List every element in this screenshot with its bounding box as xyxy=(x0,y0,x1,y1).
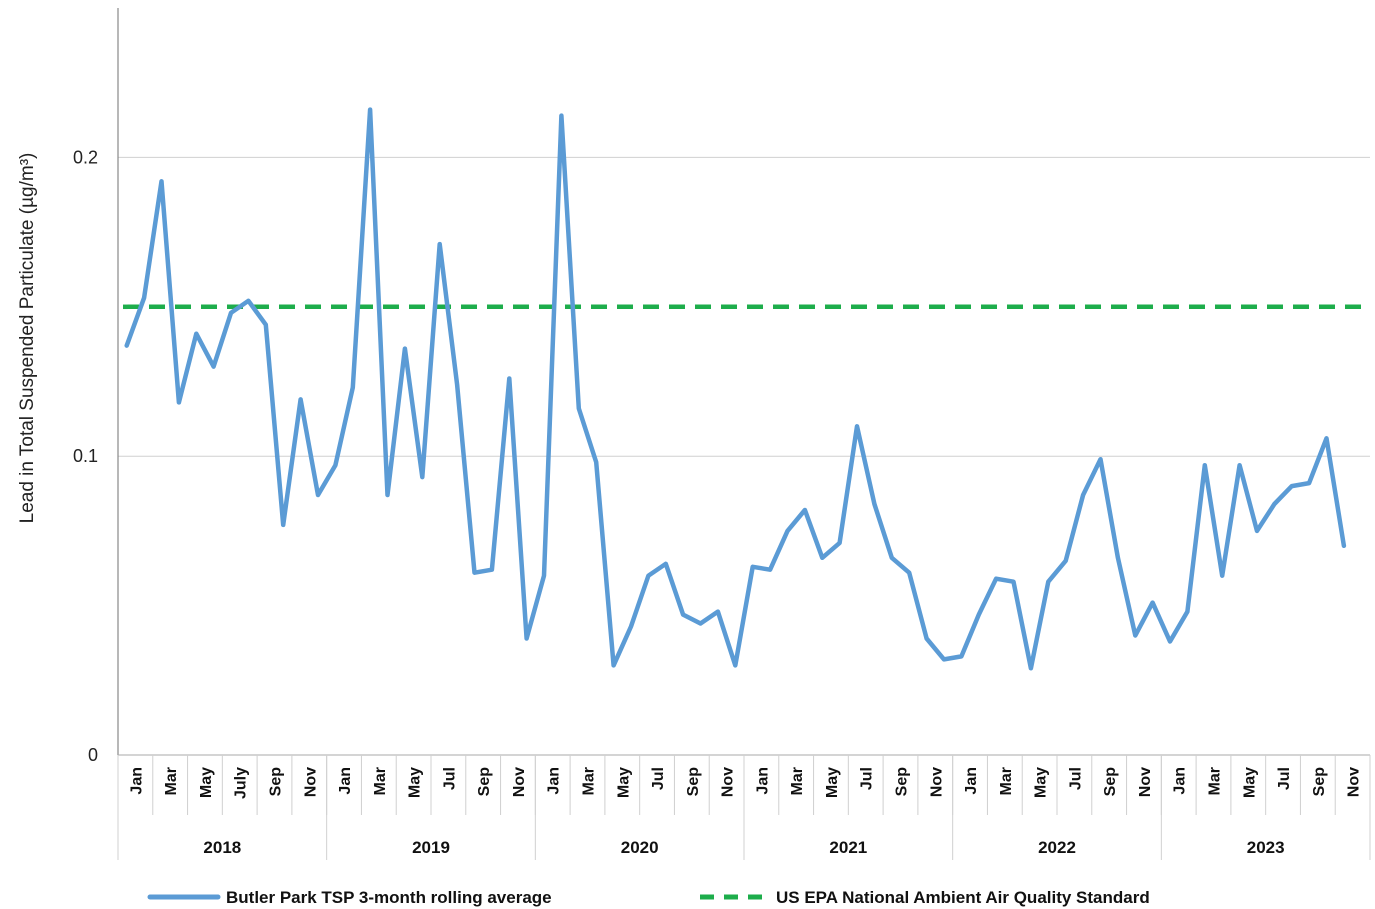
x-tick-label: Jan xyxy=(754,767,771,795)
x-tick-label: Mar xyxy=(581,767,598,795)
x-tick-label: Nov xyxy=(302,767,319,797)
x-tick-label: Nov xyxy=(511,767,528,797)
x-tick-label: Nov xyxy=(720,767,737,797)
tsp-series-line xyxy=(124,107,1347,671)
x-tick-label: May xyxy=(1033,767,1050,798)
legend-label-epa: US EPA National Ambient Air Quality Stan… xyxy=(776,888,1150,907)
x-tick-label: May xyxy=(1241,767,1258,798)
x-tick-label: Jul xyxy=(1276,767,1293,790)
x-tick-label: Jul xyxy=(650,767,667,790)
x-tick-label: Jan xyxy=(963,767,980,795)
x-tick-label: Mar xyxy=(163,767,180,795)
x-tick-labels: Jan Mar May July Sep Nov Jan Mar May Jul Sep Nov Jan… xyxy=(117,755,1363,815)
y-tick-label: 0.1 xyxy=(73,446,98,466)
x-tick-label: Jan xyxy=(337,767,354,795)
gridlines xyxy=(118,156,1370,457)
y-tick-label: 0 xyxy=(88,745,98,765)
year-label: 2023 xyxy=(1247,838,1285,857)
x-tick-label: Sep xyxy=(894,767,911,797)
x-tick-label: Sep xyxy=(268,767,285,797)
x-tick-label: Jan xyxy=(128,767,145,795)
x-tick-label: Jul xyxy=(859,767,876,790)
x-tick-label: Jan xyxy=(546,767,563,795)
x-tick-label: Nov xyxy=(928,767,945,797)
x-tick-label: Sep xyxy=(1311,767,1328,797)
x-tick-label: May xyxy=(407,767,424,798)
y-tick-labels: 0 0.1 0.2 xyxy=(73,147,98,765)
x-tick-label: July xyxy=(233,767,250,799)
year-label: 2021 xyxy=(829,838,867,857)
x-tick-label: Nov xyxy=(1137,767,1154,797)
x-tick-label: Nov xyxy=(1346,767,1363,797)
year-label: 2022 xyxy=(1038,838,1076,857)
x-tick-label: Jul xyxy=(441,767,458,790)
year-label: 2018 xyxy=(203,838,241,857)
x-tick-label: Jul xyxy=(1067,767,1084,790)
x-tick-label: May xyxy=(824,767,841,798)
x-tick-label: Sep xyxy=(1102,767,1119,797)
year-label: 2020 xyxy=(621,838,659,857)
x-tick-label: Sep xyxy=(476,767,493,797)
x-tick-label: May xyxy=(615,767,632,798)
y-axis-label: Lead in Total Suspended Particulate (µg/… xyxy=(17,153,38,524)
x-tick-label: Mar xyxy=(789,767,806,795)
x-tick-label: May xyxy=(198,767,215,798)
year-label: 2019 xyxy=(412,838,450,857)
x-tick-label: Mar xyxy=(372,767,389,795)
legend: Butler Park TSP 3-month rolling average … xyxy=(147,888,1150,907)
year-group-labels: 2018 2019 2020 2021 2022 2023 xyxy=(117,755,1371,860)
legend-label-tsp: Butler Park TSP 3-month rolling average xyxy=(226,888,552,907)
x-tick-label: Jan xyxy=(1172,767,1189,795)
x-tick-label: Sep xyxy=(685,767,702,797)
x-tick-label: Mar xyxy=(1207,767,1224,795)
y-tick-label: 0.2 xyxy=(73,147,98,167)
x-tick-label: Mar xyxy=(998,767,1015,795)
